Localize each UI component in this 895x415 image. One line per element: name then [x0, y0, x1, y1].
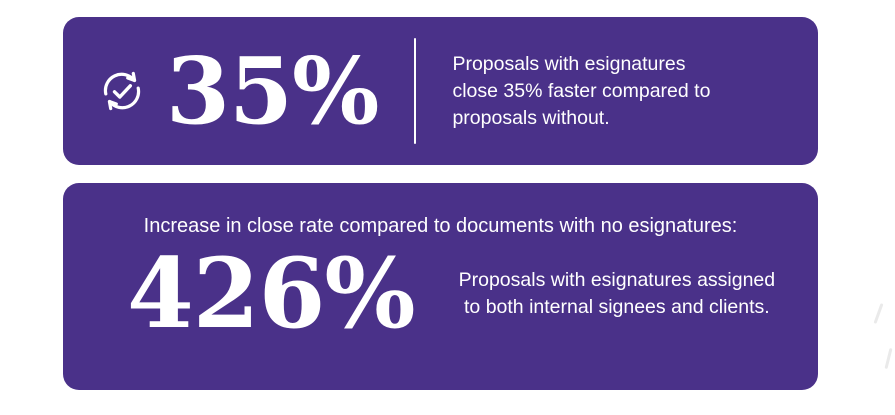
close-rate-heading: Increase in close rate compared to docum… [143, 215, 738, 237]
description-line: close 35% faster compared to [452, 79, 711, 102]
decorative-stroke [873, 303, 884, 324]
close-rate-card: Increase in close rate compared to docum… [63, 183, 818, 390]
stat-description-426: Proposals with esignatures assigned to b… [459, 267, 776, 321]
description-line: Proposals with esignatures assigned [458, 269, 776, 292]
stat-value-426: 426% [127, 237, 416, 350]
close-rate-row: 426% Proposals with esignatures assigned… [63, 237, 818, 350]
sync-check-icon [103, 71, 141, 111]
description-line: Proposals with esignatures [452, 52, 686, 75]
proposal-speed-card: 35% Proposals with esignatures close 35%… [63, 17, 818, 165]
description-line: proposals without. [452, 106, 610, 129]
stat-value-35: 35% [166, 37, 379, 145]
vertical-divider [414, 38, 417, 144]
decorative-stroke [884, 347, 893, 370]
description-line: to both internal signees and clients. [464, 296, 770, 319]
stat-description-35: Proposals with esignatures close 35% fas… [452, 51, 710, 132]
